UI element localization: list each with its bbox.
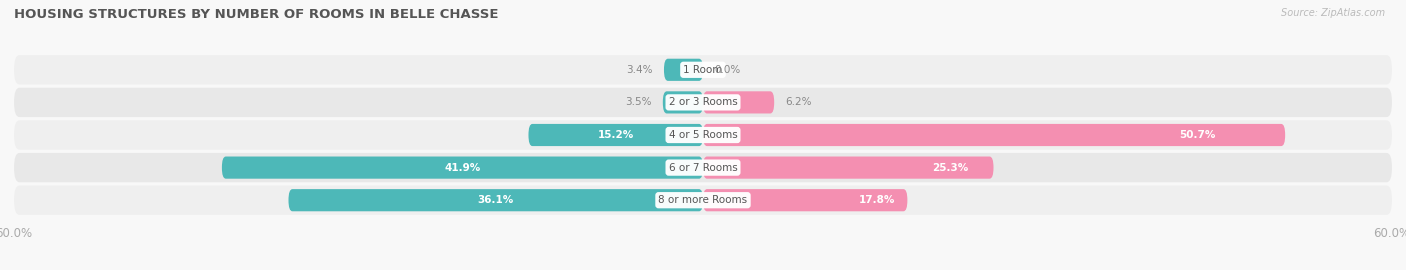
- FancyBboxPatch shape: [529, 124, 703, 146]
- Text: 25.3%: 25.3%: [932, 163, 969, 173]
- Text: HOUSING STRUCTURES BY NUMBER OF ROOMS IN BELLE CHASSE: HOUSING STRUCTURES BY NUMBER OF ROOMS IN…: [14, 8, 499, 21]
- Text: 3.5%: 3.5%: [624, 97, 651, 107]
- Text: 50.7%: 50.7%: [1180, 130, 1216, 140]
- Text: 2 or 3 Rooms: 2 or 3 Rooms: [669, 97, 737, 107]
- Text: Source: ZipAtlas.com: Source: ZipAtlas.com: [1281, 8, 1385, 18]
- FancyBboxPatch shape: [14, 88, 1392, 117]
- Text: 17.8%: 17.8%: [859, 195, 894, 205]
- Text: 4 or 5 Rooms: 4 or 5 Rooms: [669, 130, 737, 140]
- FancyBboxPatch shape: [703, 157, 994, 179]
- FancyBboxPatch shape: [14, 185, 1392, 215]
- FancyBboxPatch shape: [703, 91, 775, 113]
- Text: 3.4%: 3.4%: [626, 65, 652, 75]
- FancyBboxPatch shape: [222, 157, 703, 179]
- Text: 36.1%: 36.1%: [478, 195, 513, 205]
- Text: 0.0%: 0.0%: [714, 65, 741, 75]
- Text: 8 or more Rooms: 8 or more Rooms: [658, 195, 748, 205]
- Text: 15.2%: 15.2%: [598, 130, 634, 140]
- FancyBboxPatch shape: [662, 91, 703, 113]
- FancyBboxPatch shape: [288, 189, 703, 211]
- FancyBboxPatch shape: [703, 124, 1285, 146]
- FancyBboxPatch shape: [703, 189, 907, 211]
- FancyBboxPatch shape: [664, 59, 703, 81]
- Text: 6.2%: 6.2%: [786, 97, 813, 107]
- Text: 6 or 7 Rooms: 6 or 7 Rooms: [669, 163, 737, 173]
- FancyBboxPatch shape: [14, 153, 1392, 182]
- Text: 41.9%: 41.9%: [444, 163, 481, 173]
- FancyBboxPatch shape: [14, 55, 1392, 85]
- Text: 1 Room: 1 Room: [683, 65, 723, 75]
- FancyBboxPatch shape: [14, 120, 1392, 150]
